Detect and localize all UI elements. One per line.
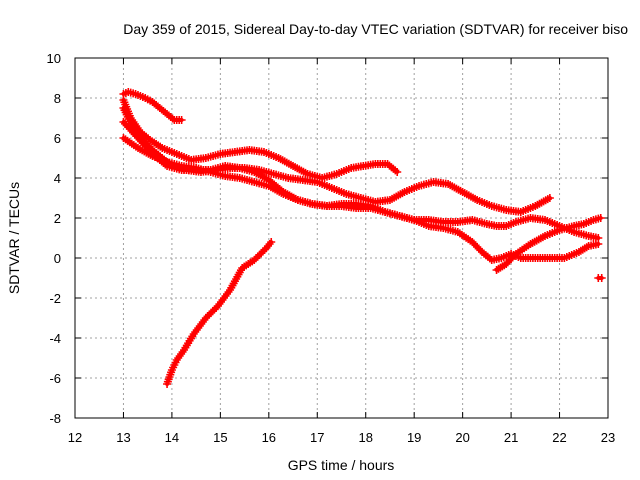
y-tick-label: -6 bbox=[49, 371, 61, 386]
data-point bbox=[168, 114, 177, 123]
chart-title: Day 359 of 2015, Sidereal Day-to-day VTE… bbox=[123, 21, 628, 37]
x-tick-label: 22 bbox=[552, 430, 566, 445]
series-track-h bbox=[163, 238, 276, 388]
data-point bbox=[594, 240, 603, 248]
x-tick-label: 12 bbox=[68, 430, 82, 445]
data-point bbox=[545, 194, 554, 202]
plot-frame bbox=[74, 57, 609, 419]
x-tick-label: 15 bbox=[213, 430, 227, 445]
data-point bbox=[596, 214, 605, 222]
x-tick-label: 21 bbox=[504, 430, 518, 445]
y-tick-label: -8 bbox=[49, 411, 61, 426]
y-tick-label: -4 bbox=[49, 331, 61, 346]
y-tick-label: 10 bbox=[47, 51, 61, 66]
x-tick-label: 14 bbox=[165, 430, 179, 445]
y-tick-label: 8 bbox=[54, 91, 61, 106]
x-tick-label: 17 bbox=[310, 430, 324, 445]
data-point bbox=[597, 274, 606, 282]
x-tick-label: 18 bbox=[358, 430, 372, 445]
y-tick-label: 4 bbox=[54, 171, 61, 186]
y-tick-label: 0 bbox=[54, 251, 61, 266]
grid bbox=[75, 58, 608, 418]
x-tick-label: 20 bbox=[455, 430, 469, 445]
y-axis-label: SDTVAR / TECUs bbox=[6, 182, 22, 294]
x-tick-label: 23 bbox=[601, 430, 615, 445]
data-point bbox=[177, 116, 186, 124]
x-tick-label: 13 bbox=[116, 430, 130, 445]
data-point bbox=[267, 238, 276, 246]
y-tick-label: 6 bbox=[54, 131, 61, 146]
series-track-e bbox=[119, 134, 603, 264]
axis-ticks: 12 13 14 15 16 17 18 19 20 21 22 23 -8 -6 -4 -2 0 2 4 6 8 10 bbox=[47, 51, 616, 445]
series-track-g bbox=[594, 274, 606, 282]
series-track-f bbox=[492, 214, 605, 274]
data-point bbox=[393, 168, 402, 176]
x-tick-label: 19 bbox=[407, 430, 421, 445]
y-tick-label: 2 bbox=[54, 211, 61, 226]
x-tick-label: 16 bbox=[262, 430, 276, 445]
data-series bbox=[119, 88, 606, 388]
y-tick-label: -2 bbox=[49, 291, 61, 306]
series-track-a bbox=[119, 88, 186, 124]
x-axis-label: GPS time / hours bbox=[288, 457, 395, 473]
